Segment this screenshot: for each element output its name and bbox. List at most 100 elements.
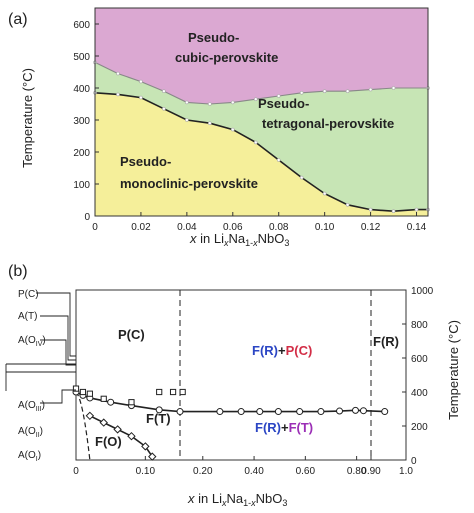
x-tick-label: 1.0 [399, 466, 413, 477]
phase-label-aoi: A(OI) [18, 450, 41, 463]
data-point-diamond [141, 442, 150, 451]
y-tick-label: 600 [73, 20, 90, 31]
data-point-circle [317, 408, 325, 416]
y-tick-label: 300 [73, 116, 90, 127]
region-fo: F(O) [95, 434, 122, 449]
panel-b-xlabel: x in LixNa1-xNbO3 [187, 491, 287, 508]
data-point-circle [351, 406, 359, 414]
lower-boundary-point [276, 158, 281, 162]
region-pseudo-monoclinic-line2: monoclinic-perovskite [120, 176, 258, 191]
y-tick-label: 100 [73, 180, 90, 191]
data-point-square [79, 388, 87, 396]
region-pseudo-tetragonal-line2: tetragonal-perovskite [262, 116, 394, 131]
data-point-circle [107, 398, 115, 406]
x-tick-label: 0.60 [296, 466, 316, 477]
y-tick-label: 0 [411, 456, 417, 467]
region-fr-ft-part1: F(R) [255, 420, 281, 435]
data-point-square [86, 390, 93, 397]
region-pseudo-monoclinic-line1: Pseudo- [120, 154, 171, 169]
x-tick-label: 0.12 [361, 222, 381, 233]
data-point-circle [216, 408, 224, 416]
data-point-circle [256, 408, 264, 416]
panel-b-axes-frame [75, 289, 407, 461]
data-point-square [128, 399, 135, 406]
upper-boundary-point [391, 86, 396, 90]
lower-boundary-point [391, 209, 396, 213]
y-tick-label: 400 [73, 84, 90, 95]
upper-boundary-point [253, 97, 258, 101]
panel-a: (a) 0 0.02 0.04 0.06 0.08 0.10 0.12 0.14 0 100 20… [8, 7, 430, 248]
upper-boundary-point [368, 87, 373, 92]
x-tick-label: 0.14 [407, 222, 427, 233]
data-point-square [179, 388, 186, 396]
data-point-circle [296, 408, 304, 416]
region-fill-pseudo-cubic [95, 8, 428, 104]
lower-boundary-point [322, 191, 327, 196]
region-pseudo-tetragonal-line1: Pseudo- [258, 96, 309, 111]
x-tick-label: 0.90 [361, 466, 381, 477]
x-tick-label: 0 [73, 466, 79, 477]
lower-boundary-point [230, 127, 235, 132]
lower-boundary-point [185, 118, 189, 122]
data-point-diamond [148, 452, 157, 461]
data-point-circle [274, 408, 282, 416]
data-point-square [169, 388, 177, 396]
lower-boundary-point [299, 175, 304, 180]
upper-boundary-point [276, 94, 281, 98]
data-point-square [100, 395, 107, 402]
region-fill-pseudo-monoclinic [95, 92, 428, 216]
y-tick-label: 200 [411, 422, 428, 433]
region-pseudo-cubic-line2: cubic-perovskite [175, 50, 278, 65]
phase-label-at: A(T) [18, 311, 37, 322]
x-tick-label: 0.20 [193, 466, 213, 477]
x-tick-label: 0.04 [177, 222, 197, 233]
lower-boundary-point [345, 203, 350, 207]
upper-boundary-point [162, 89, 166, 93]
upper-boundary-point [185, 100, 189, 105]
x-tick-label: 0.08 [269, 222, 289, 233]
y-tick-label: 400 [411, 388, 428, 399]
region-fr: F(R) [373, 334, 399, 349]
upper-boundary-point [230, 100, 235, 105]
region-fr-ft: F(R)+F(T) [255, 420, 313, 435]
data-point-circle [359, 407, 367, 415]
data-point-diamond [113, 425, 122, 434]
region-fr-pc-part2: + [278, 343, 286, 358]
panel-b-ylabel: Temperature (°C) [446, 320, 461, 420]
lower-phase-boundary [94, 92, 428, 213]
region-ft: F(T) [146, 411, 171, 426]
x-tick-label: 0.06 [223, 222, 243, 233]
panel-a-label: (a) [8, 11, 28, 28]
x-tick-label: 0.10 [315, 222, 335, 233]
region-pseudo-cubic-line1: Pseudo- [188, 30, 239, 45]
data-point-circle [381, 408, 389, 416]
dashed-boundary-fo [75, 391, 91, 461]
region-fr-pc-part3: P(C) [286, 343, 313, 358]
region-fr-ft-part2: + [281, 420, 289, 435]
region-pc: P(C) [118, 327, 145, 342]
lower-boundary-point [139, 95, 143, 100]
lower-boundary-point [162, 107, 166, 111]
lower-boundary-point [414, 207, 419, 212]
lower-boundary-point [208, 121, 212, 125]
upper-boundary-point [116, 71, 120, 76]
region-fr-pc-part1: F(R) [252, 343, 278, 358]
x-tick-label: 0.40 [244, 466, 264, 477]
lower-boundary-point [116, 92, 120, 97]
region-fr-pc: F(R)+P(C) [252, 343, 312, 358]
upper-boundary-point [322, 89, 327, 93]
upper-boundary-point [299, 91, 304, 95]
panel-a-axes-frame [94, 7, 429, 217]
phase-label-aoii: A(OII) [18, 426, 43, 439]
data-point-square [156, 388, 163, 396]
x-tick-label: 0.10 [136, 466, 156, 477]
data-point-diamond [99, 418, 108, 427]
phase-label-aoiii: A(OIII) [18, 400, 45, 413]
panel-a-ylabel: Temperature (°C) [20, 68, 35, 168]
upper-boundary-point [208, 102, 212, 106]
phase-label-aoiv: A(OIV) [18, 335, 46, 348]
x-tick-label: 0.02 [131, 222, 151, 233]
y-tick-label: 1000 [411, 286, 434, 297]
